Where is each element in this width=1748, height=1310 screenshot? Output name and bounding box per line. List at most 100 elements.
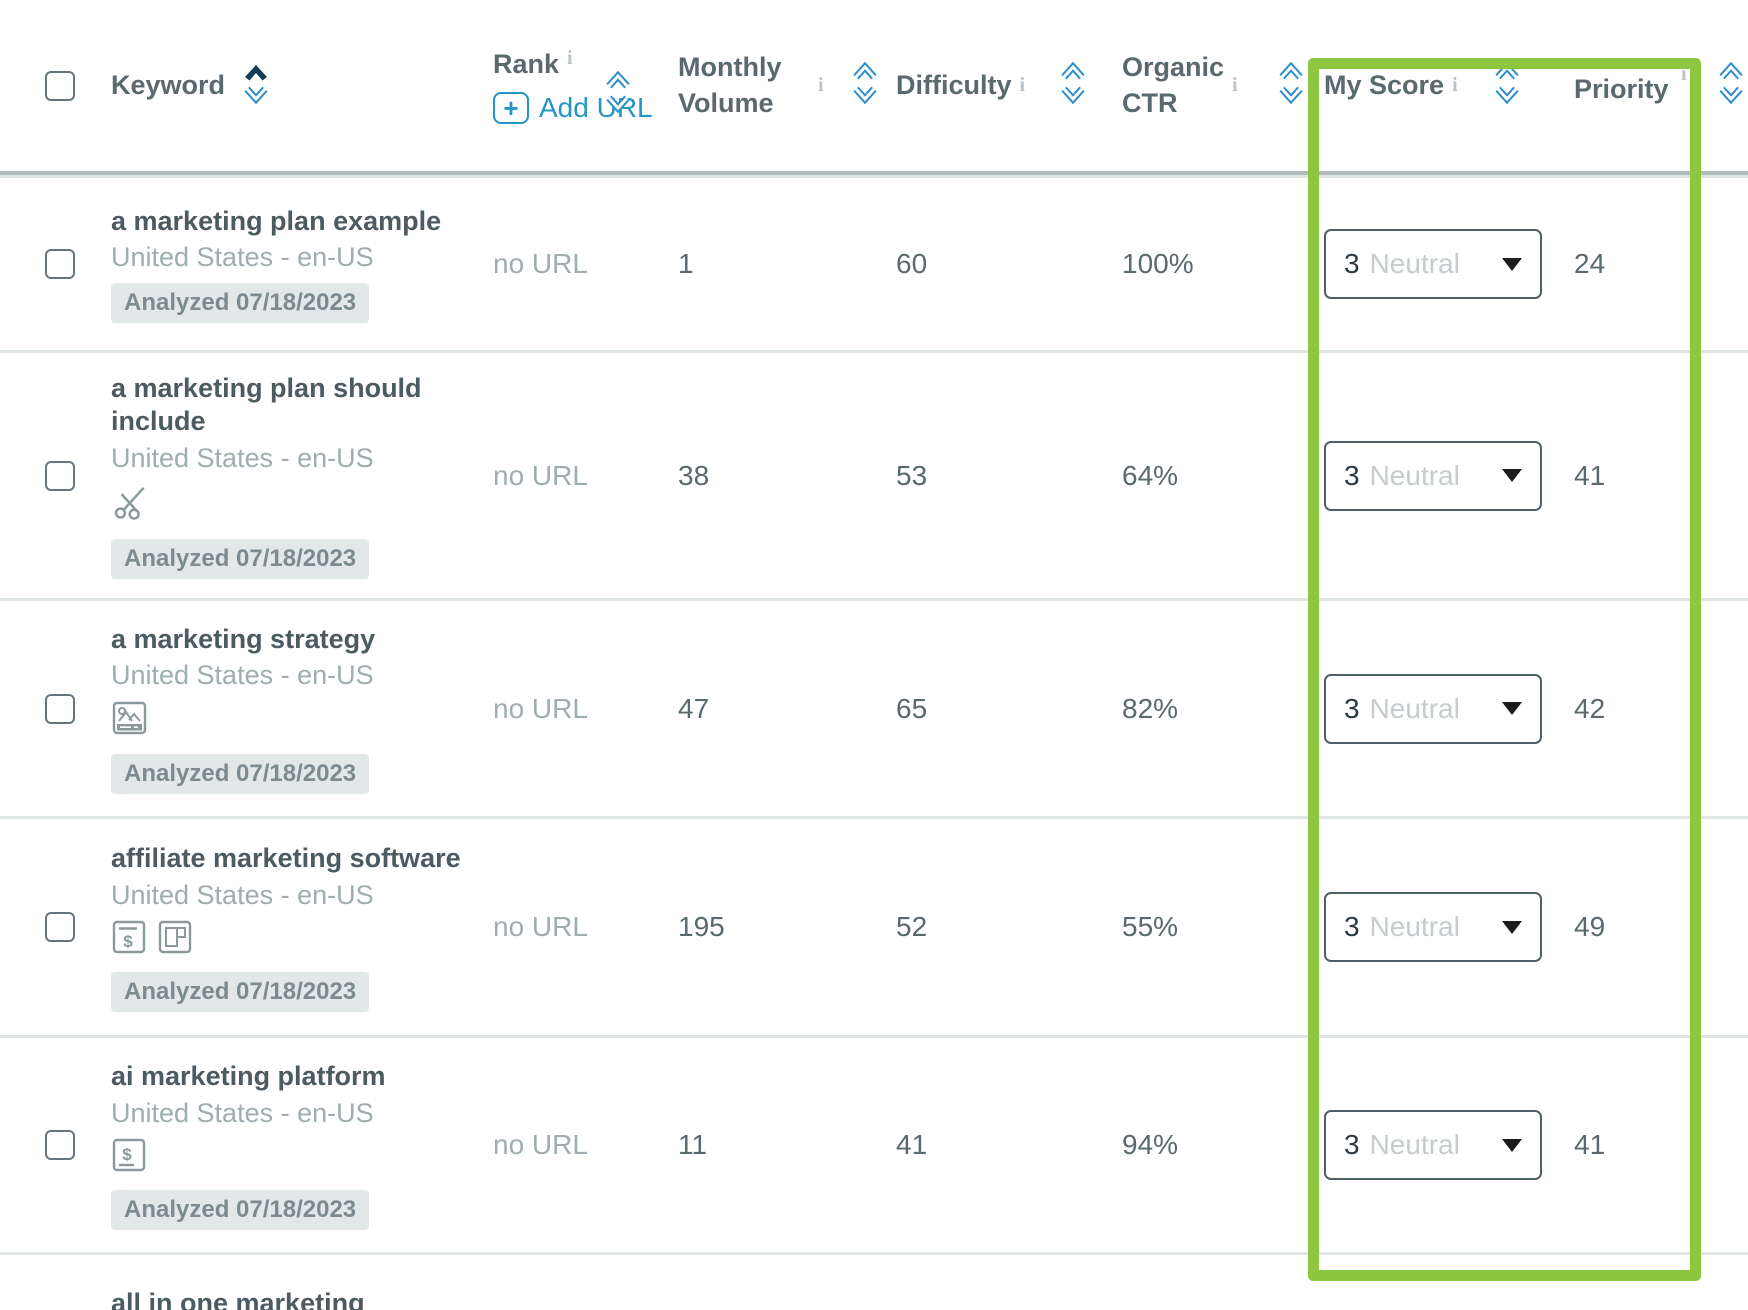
caret-down-icon — [1502, 702, 1522, 715]
row-checkbox[interactable] — [45, 1130, 75, 1160]
column-header-monthly-volume[interactable]: Monthly Volume — [678, 50, 810, 120]
monthly-volume-value: 47 — [678, 693, 709, 725]
my-score-label: Neutral — [1370, 1129, 1460, 1161]
sort-icon-priority[interactable] — [1718, 59, 1744, 112]
select-all-checkbox[interactable] — [45, 71, 75, 101]
info-icon-rank[interactable]: i — [567, 47, 573, 70]
monthly-volume-value: 38 — [678, 460, 709, 492]
info-icon-organic-ctr[interactable]: i — [1232, 74, 1238, 97]
priority-value: 49 — [1574, 911, 1605, 943]
analyzed-badge: Analyzed 07/18/2023 — [111, 972, 369, 1012]
table-row: ai marketing platform United States - en… — [0, 1035, 1748, 1252]
difficulty-value: 60 — [896, 248, 927, 280]
organic-ctr-value: 100% — [1122, 248, 1194, 280]
keyword-text: affiliate marketing software — [111, 842, 461, 875]
difficulty-value: 65 — [896, 693, 927, 725]
monthly-volume-value: 195 — [678, 911, 725, 943]
my-score-dropdown[interactable]: 3 Neutral — [1324, 1110, 1542, 1180]
difficulty-value: 41 — [896, 1129, 927, 1161]
row-checkbox[interactable] — [45, 249, 75, 279]
monthly-volume-value: 11 — [678, 1129, 707, 1161]
column-header-rank[interactable]: Rank — [493, 47, 559, 82]
info-icon-difficulty[interactable]: i — [1020, 74, 1026, 97]
difficulty-value: 53 — [896, 460, 927, 492]
keyword-text: ai marketing platform — [111, 1060, 386, 1093]
priority-value: 41 — [1574, 1129, 1605, 1161]
keyword-table: Keyword Rank i + Add URL — [0, 0, 1748, 1310]
rank-value: no URL — [493, 460, 588, 492]
my-score-label: Neutral — [1370, 911, 1460, 943]
priority-value: 41 — [1574, 460, 1605, 492]
table-row: all in one marketing — [0, 1252, 1748, 1310]
caret-down-icon — [1502, 921, 1522, 934]
organic-ctr-value: 64% — [1122, 460, 1178, 492]
sort-icon-monthly-volume[interactable] — [852, 59, 878, 112]
my-score-value: 3 — [1344, 911, 1360, 943]
analyzed-badge: Analyzed 07/18/2023 — [111, 754, 369, 794]
row-checkbox[interactable] — [45, 912, 75, 942]
my-score-value: 3 — [1344, 1129, 1360, 1161]
caret-down-icon — [1502, 469, 1522, 482]
paid-ad-bottom-icon: $ — [111, 1137, 147, 1180]
table-row: a marketing strategy United States - en-… — [0, 598, 1748, 816]
priority-value: 42 — [1574, 693, 1605, 725]
image-pack-icon — [111, 699, 149, 744]
svg-text:$: $ — [123, 932, 133, 951]
keyword-text: a marketing plan example — [111, 205, 441, 238]
rank-value: no URL — [493, 248, 588, 280]
rank-value: no URL — [493, 693, 588, 725]
difficulty-value: 52 — [896, 911, 927, 943]
paid-ad-top-icon: $ — [111, 919, 147, 962]
rank-value: no URL — [493, 1129, 588, 1161]
column-header-organic-ctr[interactable]: Organic CTR — [1122, 50, 1224, 120]
info-icon-monthly-volume[interactable]: i — [818, 74, 824, 97]
table-row: affiliate marketing software United Stat… — [0, 816, 1748, 1035]
plus-icon: + — [493, 92, 529, 124]
my-score-label: Neutral — [1370, 460, 1460, 492]
keyword-locale: United States - en-US — [111, 880, 374, 911]
keyword-locale: United States - en-US — [111, 660, 374, 691]
analyzed-badge: Analyzed 07/18/2023 — [111, 539, 369, 579]
column-header-keyword[interactable]: Keyword — [111, 68, 225, 103]
info-icon-priority[interactable]: i — [1681, 63, 1687, 85]
scissors-icon — [111, 482, 151, 529]
panel-layout-icon — [157, 919, 193, 962]
organic-ctr-value: 94% — [1122, 1129, 1178, 1161]
sort-icon-difficulty[interactable] — [1060, 59, 1086, 112]
keyword-text: a marketing plan should include — [111, 372, 480, 438]
keyword-locale: United States - en-US — [111, 443, 374, 474]
column-header-my-score[interactable]: My Score — [1324, 68, 1444, 103]
row-checkbox[interactable] — [45, 694, 75, 724]
sort-icon-keyword-active[interactable] — [243, 59, 269, 112]
my-score-value: 3 — [1344, 693, 1360, 725]
column-header-difficulty[interactable]: Difficulty — [896, 68, 1012, 103]
sort-icon-rank[interactable] — [605, 68, 631, 121]
analyzed-badge: Analyzed 07/18/2023 — [111, 283, 369, 323]
keyword-text: a marketing strategy — [111, 623, 375, 656]
my-score-dropdown[interactable]: 3 Neutral — [1324, 674, 1542, 744]
add-url-label: Add URL — [539, 92, 653, 124]
analyzed-badge: Analyzed 07/18/2023 — [111, 1190, 369, 1230]
column-header-priority[interactable]: Priority — [1574, 74, 1669, 104]
caret-down-icon — [1502, 258, 1522, 271]
my-score-value: 3 — [1344, 460, 1360, 492]
keyword-locale: United States - en-US — [111, 1098, 374, 1129]
my-score-dropdown[interactable]: 3 Neutral — [1324, 892, 1542, 962]
my-score-dropdown[interactable]: 3 Neutral — [1324, 441, 1542, 511]
my-score-label: Neutral — [1370, 693, 1460, 725]
caret-down-icon — [1502, 1139, 1522, 1152]
sort-icon-my-score[interactable] — [1494, 59, 1520, 112]
rank-value: no URL — [493, 911, 588, 943]
keyword-locale: United States - en-US — [111, 242, 374, 273]
monthly-volume-value: 1 — [678, 248, 694, 280]
keyword-text: all in one marketing — [111, 1287, 365, 1310]
my-score-label: Neutral — [1370, 248, 1460, 280]
table-header: Keyword Rank i + Add URL — [0, 0, 1748, 175]
row-checkbox[interactable] — [45, 461, 75, 491]
table-row: a marketing plan should include United S… — [0, 350, 1748, 598]
organic-ctr-value: 82% — [1122, 693, 1178, 725]
my-score-value: 3 — [1344, 248, 1360, 280]
info-icon-my-score[interactable]: i — [1452, 74, 1458, 97]
my-score-dropdown[interactable]: 3 Neutral — [1324, 229, 1542, 299]
table-row: a marketing plan example United States -… — [0, 175, 1748, 350]
